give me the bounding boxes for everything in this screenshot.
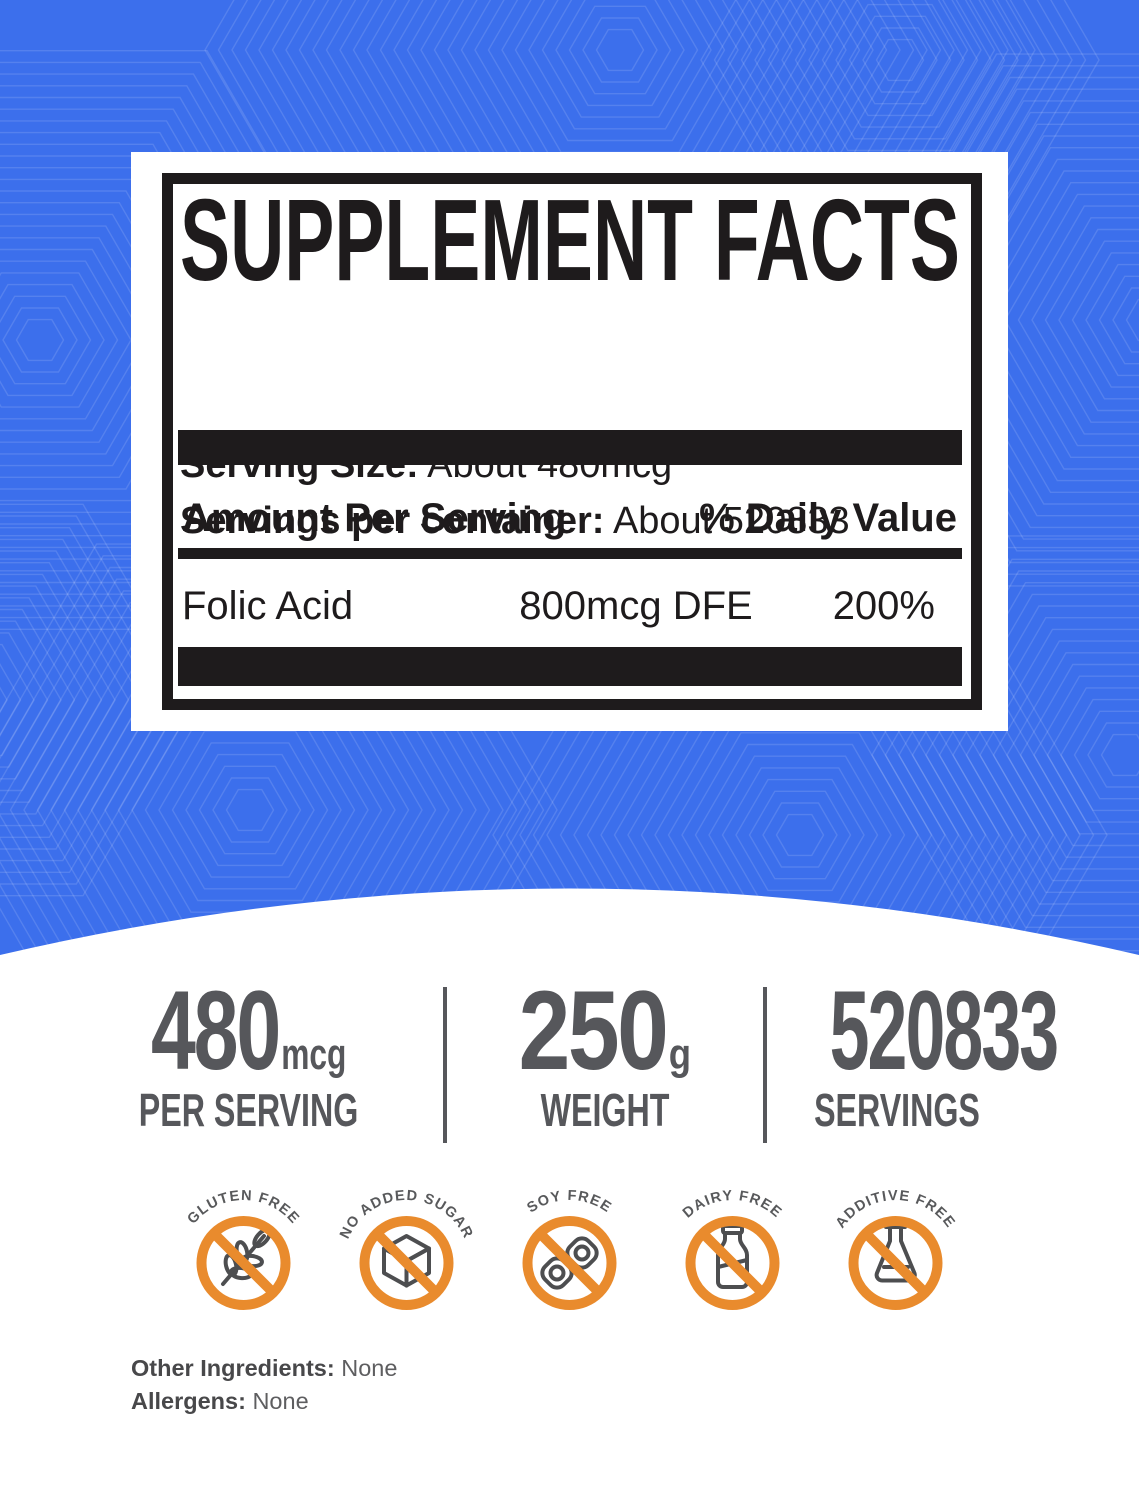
prohibition-slash [373,1229,440,1297]
curved-white-arc [0,888,1139,956]
stats-band: 480mcg PER SERVING 250g WEIGHT 520833 SE… [0,975,1139,1155]
other-ingredients-value: None [341,1355,398,1381]
ingredient-name: Folic Acid [182,584,354,628]
stat-value: 520833 [829,968,1060,1093]
stat-servings-label: SERVINGS [814,1084,980,1136]
prohibition-circle [685,1216,780,1310]
no-added-sugar-label: NO ADDED SUGAR [337,1188,475,1242]
prohibition-circle [848,1216,943,1310]
soy-free-label: SOY FREE [524,1188,613,1216]
footer-notes: Other Ingredients: None Allergens: None [131,1352,397,1418]
stat-divider [763,987,767,1143]
divider-bar-bottom [178,647,962,686]
stat-value: 250 [518,968,669,1093]
daily-value-header: % Daily Value [699,496,957,540]
stat-servings: 520833 SERVINGS [765,975,1139,1136]
no-added-sugar-badge: NO ADDED SUGAR [337,1188,476,1310]
allergens-label: Allergens: [131,1388,246,1414]
stat-weight: 250g WEIGHT [445,975,765,1136]
facts-title-text: SUPPLEMENT FACTS [180,192,960,287]
ingredient-daily-value: 200% [832,584,935,628]
dairy-free-badge: DAIRY FREE [680,1188,784,1310]
stat-weight-number: 250g [519,975,691,1087]
prohibition-circle [196,1216,291,1310]
svg-text:SOY FREE: SOY FREE [524,1188,614,1216]
prohibition-slash [862,1229,929,1297]
ingredient-amount: 800mcg DFE [519,584,753,628]
other-ingredients-line: Other Ingredients: None [131,1352,397,1385]
prohibition-slash [210,1229,277,1297]
facts-title: SUPPLEMENT FACTS [180,192,960,287]
other-ingredients-label: Other Ingredients: [131,1355,335,1381]
stat-divider [443,987,447,1143]
divider-bar-top [178,430,962,465]
allergens-line: Allergens: None [131,1385,397,1418]
allergens-value: None [252,1388,309,1414]
servings-per-container-line: Servings per container: About 520833 [180,500,850,543]
servings-label: Servings per container: [180,500,605,542]
servings-value: About 520833 [612,500,850,542]
amount-per-serving-header: Amount Per Serving [182,496,567,540]
stat-unit: g [668,1030,692,1079]
stat-weight-label: WEIGHT [540,1084,670,1136]
stat-servings-number: 520833 [830,975,1060,1087]
stat-value: 480 [150,968,281,1093]
header-rule [178,548,962,559]
prohibition-circle [522,1216,617,1310]
svg-text:NO ADDED SUGAR: NO ADDED SUGAR [337,1188,476,1242]
prohibition-circle [359,1216,454,1310]
stat-per-serving-number: 480mcg [151,975,346,1087]
facts-frame [162,173,982,710]
hero-background: SUPPLEMENT FACTS Serving Size: About 480… [0,0,1139,956]
prohibition-slash [699,1229,766,1297]
soy-free-badge: SOY FREE [522,1188,617,1310]
additive-free-badge: ADDITIVE FREE [833,1188,957,1310]
stat-per-serving: 480mcg PER SERVING [0,975,445,1136]
stat-unit: mcg [281,1030,347,1079]
stat-per-serving-label: PER SERVING [138,1084,359,1136]
supplement-facts-panel: SUPPLEMENT FACTS Serving Size: About 480… [131,152,1008,731]
gluten-free-badge: GLUTEN FREE [184,1188,301,1310]
badges-row: GLUTEN FREE NO ADDED SUGAR [0,1168,1139,1326]
prohibition-slash [536,1229,603,1297]
